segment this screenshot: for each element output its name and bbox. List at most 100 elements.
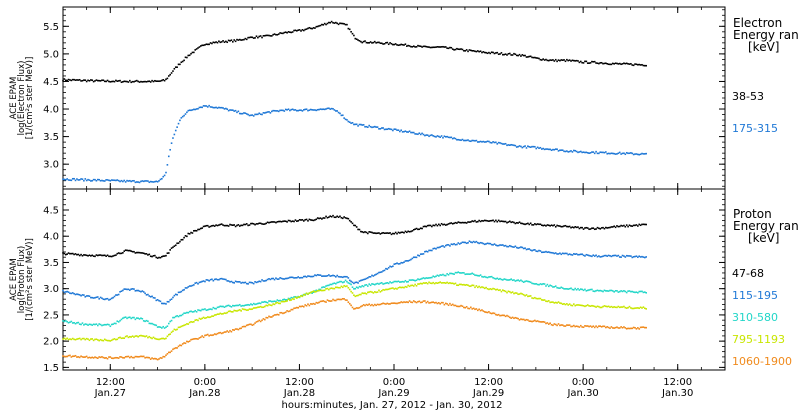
data-point-115-195 xyxy=(279,277,281,279)
data-point-47-68 xyxy=(262,223,265,225)
data-point-310-580 xyxy=(435,275,437,278)
data-point-175-315 xyxy=(618,151,621,154)
data-point-795-1193 xyxy=(177,326,180,329)
data-point-115-195 xyxy=(369,276,372,278)
data-point-1060-1900 xyxy=(476,309,479,312)
data-point-38-53 xyxy=(109,81,112,83)
data-point-115-195 xyxy=(106,297,109,300)
data-point-175-315 xyxy=(330,107,333,110)
data-point-310-580 xyxy=(524,280,526,283)
data-point-1060-1900 xyxy=(304,304,306,306)
data-point-38-53 xyxy=(322,24,325,26)
data-point-1060-1900 xyxy=(502,314,504,317)
data-point-38-53 xyxy=(212,41,215,44)
data-point-115-195 xyxy=(236,280,238,283)
data-point-38-53 xyxy=(245,38,248,41)
data-point-47-68 xyxy=(368,231,371,233)
data-point-175-315 xyxy=(514,144,517,147)
data-point-47-68 xyxy=(499,220,501,223)
data-point-1060-1900 xyxy=(600,326,603,328)
data-point-310-580 xyxy=(323,286,326,289)
data-point-795-1193 xyxy=(386,288,389,291)
data-point-38-53 xyxy=(401,43,404,46)
data-point-38-53 xyxy=(172,70,174,72)
data-point-310-580 xyxy=(191,311,194,313)
data-point-47-68 xyxy=(110,255,113,258)
data-point-115-195 xyxy=(582,254,585,257)
data-point-175-315 xyxy=(208,104,210,107)
data-point-47-68 xyxy=(440,222,443,225)
data-point-38-53 xyxy=(216,41,219,44)
data-point-795-1193 xyxy=(346,285,348,287)
data-point-47-68 xyxy=(472,220,475,223)
data-point-310-580 xyxy=(574,287,577,290)
data-point-115-195 xyxy=(110,297,113,300)
data-point-115-195 xyxy=(482,242,485,245)
data-point-115-195 xyxy=(588,254,590,257)
data-point-38-53 xyxy=(70,79,73,82)
data-point-38-53 xyxy=(149,81,152,83)
data-point-1060-1900 xyxy=(596,326,599,329)
data-point-38-53 xyxy=(637,63,639,66)
data-point-38-53 xyxy=(525,56,528,58)
data-point-38-53 xyxy=(446,47,448,50)
data-point-310-580 xyxy=(322,286,325,288)
data-point-47-68 xyxy=(600,227,603,229)
data-point-795-1193 xyxy=(385,288,387,291)
data-point-115-195 xyxy=(245,282,248,285)
data-point-38-53 xyxy=(183,59,185,62)
data-point-115-195 xyxy=(536,250,539,253)
data-point-115-195 xyxy=(282,278,284,280)
data-point-1060-1900 xyxy=(287,310,290,313)
data-point-47-68 xyxy=(321,218,323,220)
data-point-310-580 xyxy=(639,290,642,293)
data-point-38-53 xyxy=(617,63,620,65)
data-point-175-315 xyxy=(113,179,116,182)
data-point-1060-1900 xyxy=(209,334,212,336)
data-point-795-1193 xyxy=(625,307,628,309)
data-point-38-53 xyxy=(586,62,589,64)
y-tick-label: 5.5 xyxy=(43,22,59,33)
data-point-115-195 xyxy=(628,255,631,257)
data-point-47-68 xyxy=(450,222,453,224)
data-point-38-53 xyxy=(468,49,471,51)
data-point-1060-1900 xyxy=(134,355,137,358)
data-point-310-580 xyxy=(74,322,77,325)
data-point-175-315 xyxy=(240,112,242,115)
data-point-175-315 xyxy=(184,113,187,115)
data-point-38-53 xyxy=(169,73,171,76)
data-point-175-315 xyxy=(369,125,372,128)
data-point-1060-1900 xyxy=(344,299,347,301)
data-point-795-1193 xyxy=(184,323,187,326)
data-point-115-195 xyxy=(577,253,579,256)
data-point-310-580 xyxy=(350,283,352,286)
data-point-310-580 xyxy=(637,291,639,294)
data-point-47-68 xyxy=(393,232,396,235)
data-point-795-1193 xyxy=(232,311,234,313)
data-point-310-580 xyxy=(94,323,96,326)
data-point-795-1193 xyxy=(372,292,375,294)
data-point-1060-1900 xyxy=(415,301,418,304)
data-point-47-68 xyxy=(308,218,311,221)
data-point-38-53 xyxy=(159,80,162,82)
data-point-175-315 xyxy=(287,108,290,111)
data-point-310-580 xyxy=(560,286,563,289)
data-point-1060-1900 xyxy=(343,298,345,300)
data-point-175-315 xyxy=(474,140,476,142)
data-point-38-53 xyxy=(259,35,262,37)
data-point-1060-1900 xyxy=(282,312,284,315)
data-point-310-580 xyxy=(69,321,71,323)
data-point-47-68 xyxy=(162,255,165,257)
data-point-115-195 xyxy=(539,250,542,252)
data-point-47-68 xyxy=(81,254,84,257)
data-point-115-195 xyxy=(101,297,103,300)
data-point-310-580 xyxy=(365,284,368,286)
data-point-310-580 xyxy=(610,289,613,292)
data-point-795-1193 xyxy=(446,281,448,284)
data-point-115-195 xyxy=(81,294,84,296)
data-point-175-315 xyxy=(639,153,642,156)
data-point-795-1193 xyxy=(309,291,312,294)
data-point-795-1193 xyxy=(144,335,146,338)
data-point-115-195 xyxy=(95,296,98,299)
data-point-310-580 xyxy=(520,279,522,282)
